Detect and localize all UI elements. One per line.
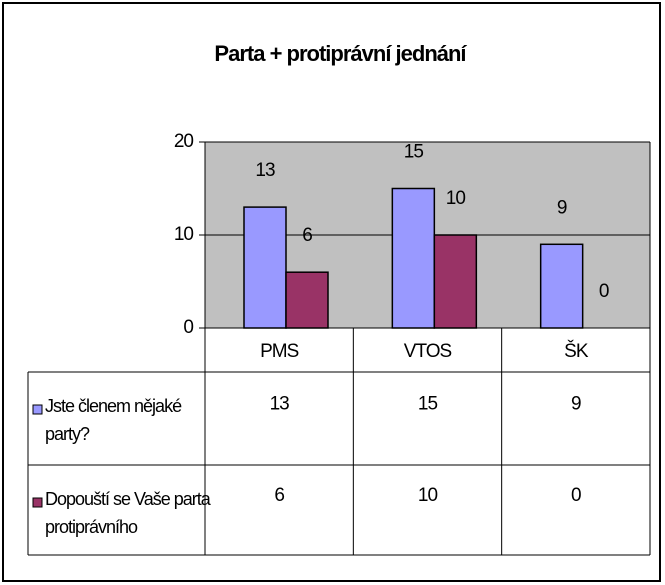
legend-key bbox=[32, 404, 43, 415]
bar bbox=[433, 234, 478, 329]
chart-title: Parta + protiprávní jednání bbox=[214, 41, 467, 66]
y-tick-label: 0 bbox=[183, 317, 193, 338]
data-label: 6 bbox=[302, 225, 312, 246]
table-value: 13 bbox=[270, 394, 290, 415]
table-value: 10 bbox=[418, 485, 438, 506]
bar bbox=[285, 271, 329, 329]
bar bbox=[391, 187, 436, 329]
legend-label: Dopouští se Vaše parta protiprávního bbox=[45, 489, 211, 537]
y-tick-label: 20 bbox=[174, 131, 194, 152]
data-label: 0 bbox=[599, 281, 609, 302]
data-label: 10 bbox=[446, 188, 466, 209]
legend-label: Jste členem nějaké party? bbox=[45, 396, 182, 444]
x-tick-label: VTOS bbox=[404, 341, 452, 362]
y-tick-label: 10 bbox=[174, 224, 194, 245]
table-value: 9 bbox=[571, 394, 581, 415]
legend-key bbox=[32, 497, 43, 508]
x-tick-label: ŠK bbox=[564, 340, 589, 362]
bar bbox=[539, 243, 584, 329]
data-label: 9 bbox=[557, 197, 567, 218]
data-label: 13 bbox=[255, 160, 275, 181]
table-value: 15 bbox=[418, 394, 438, 415]
table-value: 0 bbox=[571, 485, 581, 506]
table-value: 6 bbox=[274, 485, 284, 506]
x-tick-label: PMS bbox=[260, 341, 299, 362]
bar bbox=[243, 206, 287, 329]
data-label: 15 bbox=[404, 142, 424, 163]
